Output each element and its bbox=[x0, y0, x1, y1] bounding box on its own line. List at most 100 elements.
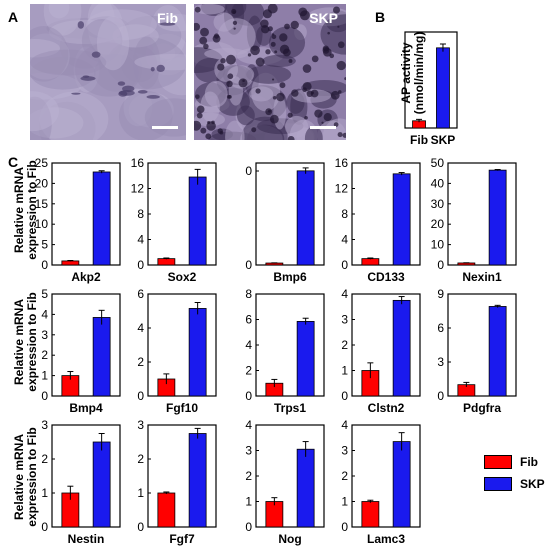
y-tick-label: 5 bbox=[41, 287, 48, 301]
y-tick-label: 15 bbox=[35, 197, 49, 211]
y-tick-label: 3 bbox=[41, 418, 48, 432]
y-tick-label: 0 bbox=[437, 258, 444, 272]
y-tick-label: 16 bbox=[335, 156, 349, 170]
bar-skp bbox=[488, 169, 507, 266]
chart-Bmp4: 0 1 2 3 4 5 Bmp4 bbox=[41, 287, 121, 415]
micrograph-texture bbox=[194, 4, 346, 140]
chart-Akp2: 0 5 10 15 20 25 Akp2 bbox=[35, 156, 121, 284]
y-tick-label: 6 bbox=[437, 321, 444, 335]
y-tick-label: 3 bbox=[245, 444, 252, 458]
bar-skp bbox=[188, 176, 207, 266]
y-tick-label: 0 bbox=[137, 258, 144, 272]
chart-Nestin: 0 1 2 3 Nestin bbox=[41, 418, 121, 546]
bar-skp bbox=[392, 299, 411, 397]
y-tick-label: 10 bbox=[431, 238, 445, 252]
gene-label: Pdgfra bbox=[463, 401, 501, 415]
bar-skp bbox=[188, 308, 207, 397]
y-tick-label: 0 bbox=[341, 389, 348, 403]
gene-label: Fgf10 bbox=[166, 401, 198, 415]
y-tick-label: 8 bbox=[341, 207, 348, 221]
y-tick-label: 4 bbox=[341, 287, 348, 301]
scale-bar bbox=[310, 126, 336, 129]
micrograph-label-skp: SKP bbox=[309, 10, 338, 26]
chart-Nog: 0 1 2 3 4 Nog bbox=[245, 418, 325, 546]
bar-fib bbox=[361, 501, 380, 528]
y-tick-label: 0 bbox=[137, 520, 144, 534]
y-tick-label: 5 bbox=[41, 238, 48, 252]
y-tick-label: 2 bbox=[245, 364, 252, 378]
y-tick-label: 0 bbox=[137, 389, 144, 403]
plot-frame bbox=[404, 31, 458, 129]
panel-letter-c: C bbox=[8, 154, 19, 170]
bar-skp bbox=[392, 441, 411, 528]
y-tick-label: 2 bbox=[341, 469, 348, 483]
y-tick-label: 1 bbox=[341, 495, 348, 509]
bar-skp bbox=[92, 441, 111, 528]
y-tick-label: 6 bbox=[137, 287, 144, 301]
plot-frame bbox=[447, 162, 517, 266]
y-tick-label: 2 bbox=[341, 338, 348, 352]
y-tick-label: 1 bbox=[41, 486, 48, 500]
scale-bar bbox=[152, 126, 178, 129]
gene-label: Fgf7 bbox=[169, 532, 195, 546]
chart-Fgf7: 0 1 2 3 Fgf7 bbox=[137, 418, 217, 546]
micrograph-fib: Fib bbox=[30, 4, 186, 140]
bar-fib bbox=[457, 262, 476, 266]
legend-swatch-fib bbox=[484, 455, 512, 469]
y-tick-label: 4 bbox=[245, 338, 252, 352]
y-tick-label: 0 bbox=[245, 164, 252, 178]
bar-skp bbox=[392, 173, 411, 266]
plot-frame bbox=[51, 293, 121, 397]
y-tick-label: 4 bbox=[245, 418, 252, 432]
y-tick-label: 0 bbox=[341, 520, 348, 534]
y-tick-label: 40 bbox=[431, 176, 445, 190]
plot-frame bbox=[147, 293, 217, 397]
y-tick-label: 0 bbox=[341, 258, 348, 272]
bar-fib bbox=[361, 258, 380, 266]
bar-skp bbox=[188, 433, 207, 528]
gene-label: Sox2 bbox=[168, 270, 197, 284]
chart-Trps1: 0 2 4 6 8 Trps1 bbox=[245, 287, 325, 415]
y-tick-label: 4 bbox=[137, 321, 144, 335]
gene-label: Clstn2 bbox=[368, 401, 405, 415]
category-label: Fib bbox=[410, 133, 428, 147]
chart-Fgf10: 0 2 4 6 Fgf10 bbox=[137, 287, 217, 415]
chart-ap-activity: Fib SKP bbox=[404, 31, 458, 147]
bar-fib bbox=[61, 260, 80, 266]
y-tick-label: 9 bbox=[437, 287, 444, 301]
chart-Nexin1: 0 10 20 30 40 50 Nexin1 bbox=[431, 156, 517, 284]
y-tick-label: 50 bbox=[431, 156, 445, 170]
category-label: SKP bbox=[431, 133, 456, 147]
y-tick-label: 4 bbox=[341, 233, 348, 247]
y-tick-label: 4 bbox=[41, 307, 48, 321]
y-tick-label: 20 bbox=[431, 217, 445, 231]
plot-frame bbox=[51, 424, 121, 528]
plot-frame bbox=[255, 162, 325, 266]
micrograph-texture bbox=[30, 4, 186, 140]
panel-letter-b: B bbox=[375, 9, 386, 25]
y-tick-label: 1 bbox=[137, 486, 144, 500]
gene-label: Akp2 bbox=[71, 270, 101, 284]
plot-frame bbox=[447, 293, 517, 397]
y-tick-label: 2 bbox=[41, 452, 48, 466]
y-tick-label: 6 bbox=[245, 313, 252, 327]
bar-skp bbox=[436, 47, 450, 129]
legend-label-fib: Fib bbox=[520, 455, 538, 469]
y-tick-label: 2 bbox=[41, 348, 48, 362]
bar-skp bbox=[488, 306, 507, 397]
y-tick-label: 25 bbox=[35, 156, 49, 170]
bar-skp bbox=[296, 321, 315, 397]
legend-swatch-skp bbox=[484, 477, 512, 491]
bar-skp bbox=[296, 170, 315, 266]
gene-label: Nestin bbox=[68, 532, 105, 546]
chart-Lamc3: 0 1 2 3 4 Lamc3 bbox=[341, 418, 421, 546]
y-tick-label: 12 bbox=[131, 182, 145, 196]
y-tick-label: 0 bbox=[41, 258, 48, 272]
gene-label: Lamc3 bbox=[367, 532, 405, 546]
y-tick-label: 0 bbox=[245, 520, 252, 534]
y-tick-label: 1 bbox=[41, 369, 48, 383]
chart-Bmp6: 0 0 Bmp6 bbox=[245, 162, 325, 284]
bar-fib bbox=[157, 258, 176, 266]
y-tick-label: 0 bbox=[437, 389, 444, 403]
